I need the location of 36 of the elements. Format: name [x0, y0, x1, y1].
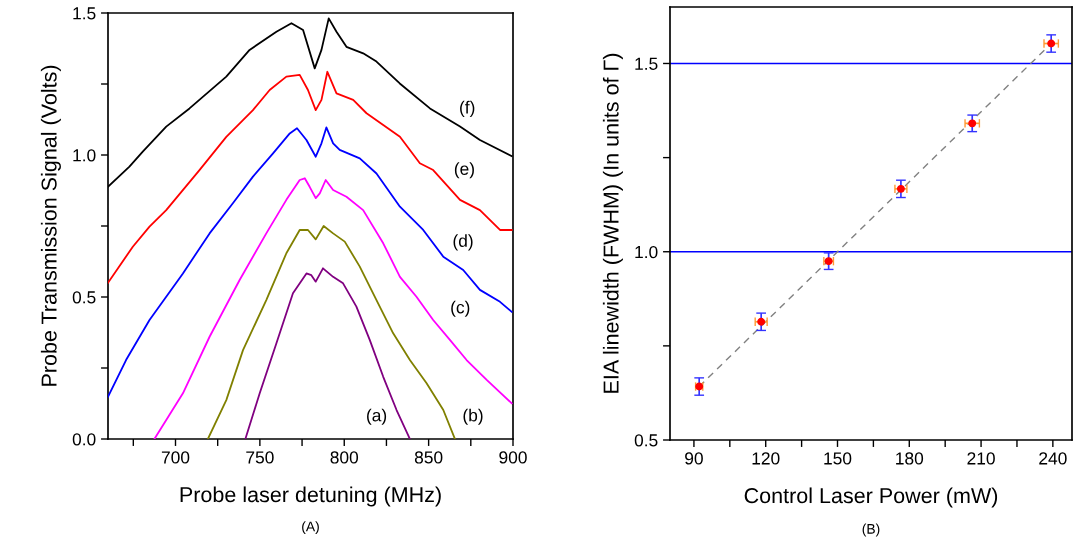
- y-tick-label: 0.0: [72, 433, 96, 446]
- x-tick-label: 900: [499, 451, 527, 464]
- y-tick-label: 1.0: [73, 149, 96, 162]
- series-label: (a): [367, 408, 387, 425]
- x-tick-label: 700: [161, 451, 190, 464]
- text: (A): [302, 521, 319, 535]
- x-tick-label: 150: [824, 452, 852, 465]
- series-label: (d): [453, 234, 473, 251]
- y-tick-label: 1.5: [73, 7, 96, 20]
- series-label: (f): [460, 100, 475, 117]
- line-series: [244, 267, 411, 439]
- x-tick-label: 750: [246, 451, 274, 464]
- y-tick-label: 1.5: [635, 57, 658, 70]
- point: [968, 119, 977, 128]
- series-label: (e): [454, 162, 474, 179]
- x-axis-title: Probe laser detuning (MHz): [180, 486, 441, 507]
- line-series: [108, 126, 513, 398]
- x-tick-label: 800: [330, 451, 359, 464]
- x-tick-label: 180: [896, 452, 924, 465]
- y-axis-title: EIA linewidth (FWHM) (In units of Γ): [602, 53, 623, 393]
- x-tick-label: 850: [414, 451, 443, 464]
- x-tick-label: 210: [967, 452, 995, 465]
- line-series: [153, 177, 513, 439]
- x-tick-label: 240: [1039, 452, 1067, 465]
- series-label: (c): [451, 300, 470, 317]
- y-tick-label: 0.5: [72, 291, 96, 304]
- text: (B): [862, 523, 880, 537]
- point: [1047, 39, 1056, 48]
- y-tick-label: 0.5: [634, 434, 658, 447]
- y-axis-title: Probe Transmission Signal (Volts): [40, 65, 61, 386]
- line-series: [108, 70, 513, 284]
- x-axis-title: Control Laser Power (mW): [744, 487, 998, 508]
- series-label: (b): [463, 408, 483, 425]
- x-tick-label: 120: [752, 452, 780, 465]
- y-tick-label: 1.0: [635, 245, 658, 259]
- x-tick-label: 90: [685, 452, 703, 465]
